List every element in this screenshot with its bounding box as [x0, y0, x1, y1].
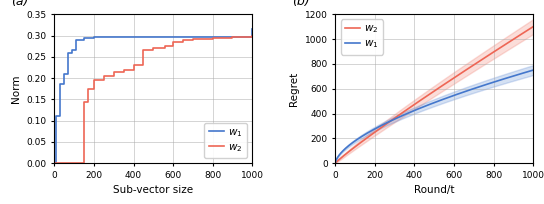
$w_1$	[412, 109, 418, 111]
$w_1$	[332, 162, 338, 164]
$w_2$	[419, 98, 426, 100]
$w_2$	[352, 145, 358, 148]
X-axis label: Sub-vector size: Sub-vector size	[113, 185, 193, 195]
$w_2$	[468, 65, 474, 68]
$w_1$	[53, 115, 60, 118]
Y-axis label: Norm: Norm	[11, 74, 21, 103]
$w_2$	[79, 162, 85, 164]
$w_1$	[81, 37, 88, 39]
$w_2$	[130, 64, 137, 67]
$w_1$	[530, 69, 536, 71]
$w_1$	[57, 83, 64, 86]
$w_1$	[51, 162, 58, 164]
$w_2$	[150, 47, 157, 50]
Line: $w_2$: $w_2$	[54, 36, 252, 163]
$w_1$	[91, 36, 97, 38]
$w_2$	[229, 36, 236, 38]
$w_2$	[209, 37, 216, 39]
$w_1$	[419, 106, 426, 109]
$w_2$	[101, 75, 107, 77]
$w_2$	[51, 162, 58, 164]
$w_2$	[110, 71, 117, 73]
$w_1$	[486, 82, 493, 85]
$w_1$	[65, 51, 71, 54]
$w_2$	[412, 103, 418, 105]
Legend: $w_2$, $w_1$: $w_2$, $w_1$	[341, 20, 383, 54]
$w_1$	[468, 88, 474, 91]
$w_1$	[61, 73, 67, 75]
$w_2$	[120, 68, 127, 71]
$w_1$	[69, 49, 76, 52]
$w_2$	[170, 41, 176, 43]
Text: (a): (a)	[11, 0, 28, 8]
$w_2$	[91, 79, 97, 81]
$w_2$	[530, 26, 536, 28]
$w_2$	[180, 39, 186, 41]
$w_2$	[81, 100, 88, 103]
Y-axis label: Regret: Regret	[289, 72, 299, 106]
Text: (b): (b)	[292, 0, 310, 8]
Line: $w_1$: $w_1$	[335, 70, 533, 163]
Line: $w_2$: $w_2$	[335, 27, 533, 163]
$w_2$	[162, 45, 169, 47]
$w_2$	[140, 49, 147, 52]
$w_1$	[490, 81, 496, 83]
$w_2$	[190, 37, 196, 40]
Legend: $w_1$, $w_2$: $w_1$, $w_2$	[205, 123, 247, 158]
$w_1$	[352, 139, 358, 142]
X-axis label: Round/t: Round/t	[414, 185, 454, 195]
$w_2$	[249, 35, 256, 38]
$w_2$	[85, 88, 91, 90]
$w_2$	[332, 162, 338, 164]
$w_2$	[490, 51, 496, 53]
$w_2$	[486, 53, 493, 56]
Line: $w_1$: $w_1$	[54, 29, 252, 163]
$w_1$	[249, 28, 256, 30]
$w_1$	[73, 39, 79, 41]
